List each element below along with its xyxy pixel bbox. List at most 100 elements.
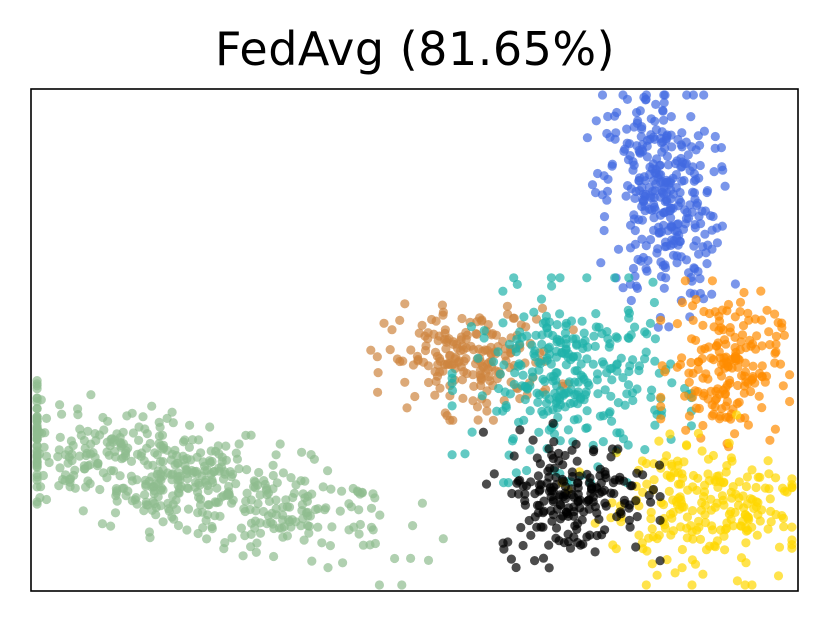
- scatter-point: [570, 521, 580, 531]
- scatter-point: [582, 469, 592, 479]
- scatter-point: [702, 186, 713, 196]
- scatter-point: [706, 494, 716, 504]
- scatter-point: [440, 408, 450, 418]
- scatter-point: [57, 409, 67, 419]
- scatter-point: [90, 429, 100, 439]
- scatter-point: [656, 414, 666, 424]
- scatter-point: [640, 327, 650, 337]
- scatter-point: [645, 169, 655, 180]
- scatter-point: [662, 131, 672, 141]
- scatter-point: [65, 474, 75, 485]
- scatter-point: [98, 468, 108, 478]
- scatter-point: [39, 442, 49, 452]
- scatter-point: [544, 563, 554, 573]
- scatter-point: [423, 555, 434, 566]
- scatter-point: [777, 510, 787, 521]
- scatter-point: [650, 420, 660, 430]
- scatter-point: [641, 241, 651, 251]
- scatter-point: [746, 494, 756, 504]
- scatter-point: [757, 403, 767, 413]
- scatter-point: [787, 535, 797, 545]
- scatter-point: [621, 191, 631, 201]
- scatter-point: [578, 372, 588, 382]
- scatter-point: [623, 380, 634, 390]
- scatter-point: [196, 448, 206, 458]
- scatter-point: [763, 456, 773, 466]
- scatter-point: [568, 325, 578, 335]
- scatter-point: [692, 525, 702, 535]
- scatter-point: [534, 357, 544, 367]
- scatter-point: [677, 157, 688, 167]
- scatter-point: [55, 463, 65, 473]
- scatter-point: [742, 472, 753, 482]
- scatter-point: [529, 307, 539, 317]
- scatter-point: [533, 397, 543, 407]
- scatter-point: [770, 358, 780, 368]
- scatter-point: [681, 425, 691, 435]
- scatter-point: [582, 532, 592, 542]
- scatter-point: [632, 511, 642, 522]
- scatter-point: [387, 325, 397, 335]
- scatter-point: [677, 544, 688, 555]
- scatter-point: [472, 402, 483, 412]
- scatter-point: [531, 314, 542, 324]
- scatter-point: [558, 511, 568, 521]
- scatter-point: [419, 357, 429, 367]
- scatter-point: [665, 429, 675, 439]
- scatter-point: [519, 312, 529, 322]
- scatter-point: [624, 333, 634, 343]
- scatter-point: [661, 273, 671, 283]
- scatter-point: [677, 353, 687, 363]
- scatter-point: [32, 393, 42, 403]
- scatter-point: [554, 536, 564, 546]
- scatter-point: [743, 308, 753, 318]
- scatter-point: [693, 428, 704, 438]
- scatter-point: [646, 514, 656, 524]
- scatter-point: [785, 370, 795, 380]
- scatter-point: [740, 580, 750, 590]
- scatter-point: [590, 547, 600, 557]
- scatter-point: [699, 90, 709, 100]
- scatter-point: [441, 344, 451, 354]
- scatter-point: [211, 498, 221, 508]
- scatter-point: [154, 417, 164, 427]
- scatter-point: [32, 403, 42, 414]
- scatter-point: [684, 411, 695, 421]
- scatter-point: [194, 478, 204, 488]
- scatter-point: [108, 437, 118, 447]
- scatter-point: [648, 277, 658, 287]
- scatter-point: [503, 478, 513, 488]
- scatter-point: [703, 469, 713, 479]
- scatter-point: [688, 470, 699, 481]
- scatter-point: [678, 224, 689, 234]
- scatter-point: [117, 454, 127, 464]
- scatter-point: [482, 398, 492, 408]
- scatter-point: [599, 212, 610, 222]
- scatter-point: [520, 489, 530, 499]
- scatter-point: [667, 142, 677, 152]
- scatter-point: [182, 465, 192, 475]
- scatter-point: [726, 514, 736, 525]
- scatter-point: [70, 465, 80, 475]
- scatter-point: [593, 168, 603, 179]
- scatter-point: [714, 316, 725, 326]
- scatter-point: [278, 468, 288, 478]
- scatter-point: [732, 576, 743, 586]
- scatter-point: [435, 383, 445, 393]
- scatter-point: [158, 457, 168, 467]
- scatter-point: [659, 90, 669, 100]
- scatter-point: [41, 413, 52, 423]
- scatter-point: [268, 470, 278, 481]
- scatter-point: [234, 464, 244, 474]
- scatter-point: [752, 530, 762, 540]
- scatter-point: [335, 506, 345, 516]
- scatter-point: [534, 427, 544, 437]
- scatter-point: [695, 274, 705, 284]
- scatter-point: [603, 334, 613, 344]
- scatter-point: [435, 356, 445, 366]
- scatter-point: [650, 356, 660, 366]
- scatter-point: [584, 504, 594, 514]
- scatter-point: [720, 389, 730, 399]
- scatter-point: [560, 450, 570, 461]
- scatter-point: [431, 376, 441, 386]
